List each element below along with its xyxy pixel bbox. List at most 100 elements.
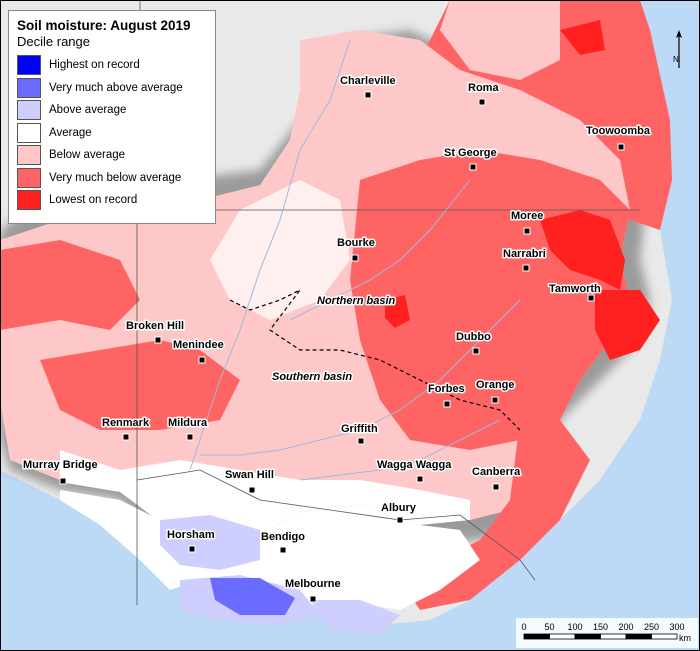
town-label-halo-roma: Roma [468, 82, 499, 94]
town-label-melbourne: Melbourne [285, 578, 341, 590]
legend-swatch [17, 100, 41, 121]
town-marker-menindee [198, 356, 206, 364]
legend-items: Highest on record Very much above average… [17, 54, 207, 212]
scale-tick-label: 0 [521, 622, 526, 632]
basin-divide [229, 289, 521, 431]
town-marker-moree [523, 227, 531, 235]
town-label-halo-menindee: Menindee [173, 339, 224, 351]
town-marker-albury [396, 516, 404, 524]
legend-label: Below average [49, 149, 126, 162]
town-label-toowoomba: Toowoomba [586, 125, 651, 137]
town-marker-renmark [122, 433, 130, 441]
town-label-roma: Roma [468, 82, 499, 94]
town-label-halo-tamworth: Tamworth [549, 283, 601, 295]
town-label-halo-canberra: Canberra [472, 466, 521, 478]
towns-layer: CharlevilleCharlevilleRomaRomaToowoombaT… [22, 74, 652, 603]
town-marker-canberra [492, 483, 500, 491]
town-marker-murray-bridge [59, 477, 67, 485]
town-label-charleville: Charleville [340, 75, 396, 87]
town-label-halo-griffith: Griffith [341, 423, 378, 435]
region-victoria-average [60, 490, 480, 610]
legend-swatch [17, 122, 41, 143]
town-label-halo-mildura: Mildura [168, 417, 208, 429]
town-label-halo-murray-bridge: Murray Bridge [23, 459, 98, 471]
town-marker-roma [478, 98, 486, 106]
town-label-st-george: St George [444, 147, 497, 159]
legend-swatch [17, 55, 41, 76]
northern-basin-label: Northern basin [317, 295, 396, 307]
town-label-halo-toowoomba: Toowoomba [586, 125, 651, 137]
legend-label: Highest on record [49, 59, 140, 72]
region-qld-ne-pink [440, 0, 560, 80]
town-label-halo-albury: Albury [381, 502, 417, 514]
town-marker-narrabri [522, 264, 530, 272]
town-marker-toowoomba [617, 143, 625, 151]
scale-tick-label: 200 [618, 622, 633, 632]
region-sa-nsw-very-below [40, 340, 240, 430]
town-label-albury: Albury [381, 502, 417, 514]
town-label-halo-charleville: Charleville [340, 75, 396, 87]
town-label-halo-renmark: Renmark [102, 417, 150, 429]
legend-item: Very much above average [17, 77, 207, 100]
legend-label: Average [49, 126, 92, 139]
scale-segment [625, 633, 652, 640]
north-arrow-icon: N [673, 30, 682, 68]
town-label-bourke: Bourke [337, 237, 375, 249]
legend-swatch [17, 145, 41, 166]
town-label-halo-bendigo: Bendigo [261, 531, 305, 543]
legend-subtitle: Decile range [17, 34, 90, 49]
town-label-mildura: Mildura [168, 417, 208, 429]
region-above-average-horsham [160, 515, 260, 570]
scale-tick-label: 250 [644, 622, 659, 632]
town-marker-mildura [186, 433, 194, 441]
town-label-halo-swan-hill: Swan Hill [225, 469, 274, 481]
legend: Soil moisture: August 2019 Decile range … [8, 10, 216, 224]
town-marker-bourke [351, 254, 359, 262]
town-label-halo-horsham: Horsham [167, 529, 215, 541]
scale-segment [651, 633, 678, 640]
legend-swatch [17, 167, 41, 188]
legend-title: Soil moisture: August 2019 [17, 18, 191, 33]
town-label-halo-dubbo: Dubbo [456, 331, 491, 343]
town-marker-swan-hill [248, 486, 256, 494]
legend-swatch [17, 190, 41, 211]
town-label-halo-moree: Moree [511, 210, 543, 222]
town-marker-melbourne [309, 595, 317, 603]
region-lowest-north [540, 210, 625, 290]
town-label-halo-orange: Orange [476, 379, 515, 391]
town-label-swan-hill: Swan Hill [225, 469, 274, 481]
town-label-halo-wagga-wagga: Wagga Wagga [377, 459, 452, 471]
region-average-south [60, 450, 470, 540]
legend-label: Very much below average [49, 171, 182, 184]
legend-swatch [17, 77, 41, 98]
town-label-canberra: Canberra [472, 466, 521, 478]
town-marker-st-george [469, 163, 477, 171]
scale-tick-label: 50 [544, 622, 554, 632]
town-label-bendigo: Bendigo [261, 531, 305, 543]
town-marker-horsham [188, 545, 196, 553]
region-very-much-above [210, 578, 295, 615]
legend-item: Lowest on record [17, 189, 207, 212]
town-label-halo-narrabri: Narrabri [503, 248, 546, 260]
town-marker-dubbo [472, 347, 480, 355]
legend-label: Very much above average [49, 81, 183, 94]
legend-item: Above average [17, 99, 207, 122]
town-label-broken-hill: Broken Hill [126, 320, 184, 332]
town-label-menindee: Menindee [173, 339, 224, 351]
town-label-halo-broken-hill: Broken Hill [126, 320, 184, 332]
town-marker-griffith [357, 437, 365, 445]
region-lowest-east [595, 290, 660, 360]
region-above-average-gippsland [310, 600, 400, 635]
town-marker-charleville [364, 91, 372, 99]
town-label-narrabri: Narrabri [503, 248, 546, 260]
region-average-west [210, 180, 350, 320]
legend-item: Highest on record [17, 54, 207, 77]
legend-item: Below average [17, 144, 207, 167]
town-label-tamworth: Tamworth [549, 283, 601, 295]
region-west-very-below [0, 240, 140, 330]
town-label-renmark: Renmark [102, 417, 150, 429]
town-label-orange: Orange [476, 379, 515, 391]
